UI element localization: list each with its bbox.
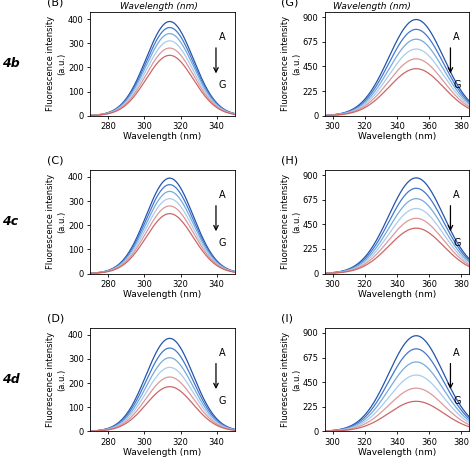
- X-axis label: Wavelength (nm): Wavelength (nm): [123, 290, 201, 299]
- Text: (D): (D): [46, 313, 64, 323]
- X-axis label: Wavelength (nm): Wavelength (nm): [358, 290, 436, 299]
- Text: A: A: [219, 32, 226, 42]
- Y-axis label: Fluorescence intensity
(a.u.): Fluorescence intensity (a.u.): [46, 332, 66, 427]
- Text: G: G: [453, 238, 461, 248]
- X-axis label: Wavelength (nm): Wavelength (nm): [123, 448, 201, 457]
- Text: (B): (B): [46, 0, 63, 8]
- Text: (C): (C): [46, 155, 63, 165]
- Text: G: G: [453, 81, 461, 91]
- Y-axis label: Fluorescence intensity
(a.u.): Fluorescence intensity (a.u.): [281, 16, 301, 111]
- Text: Wavelength (nm): Wavelength (nm): [333, 2, 411, 11]
- Text: A: A: [453, 347, 460, 357]
- Y-axis label: Fluorescence intensity
(a.u.): Fluorescence intensity (a.u.): [281, 174, 301, 269]
- X-axis label: Wavelength (nm): Wavelength (nm): [123, 132, 201, 141]
- Text: 4d: 4d: [2, 373, 20, 386]
- Text: 4b: 4b: [2, 57, 20, 70]
- Text: (H): (H): [281, 155, 298, 165]
- Text: (I): (I): [281, 313, 293, 323]
- Text: A: A: [219, 190, 226, 200]
- Text: Wavelength (nm): Wavelength (nm): [120, 2, 198, 11]
- Y-axis label: Fluorescence intensity
(a.u.): Fluorescence intensity (a.u.): [46, 174, 66, 269]
- Text: A: A: [219, 347, 226, 357]
- Text: A: A: [453, 32, 460, 42]
- Text: G: G: [219, 81, 227, 91]
- Y-axis label: Fluorescence intensity
(a.u.): Fluorescence intensity (a.u.): [281, 332, 301, 427]
- Text: G: G: [453, 396, 461, 406]
- Text: G: G: [219, 396, 227, 406]
- Text: A: A: [453, 190, 460, 200]
- X-axis label: Wavelength (nm): Wavelength (nm): [358, 448, 436, 457]
- Text: 4c: 4c: [2, 215, 18, 228]
- X-axis label: Wavelength (nm): Wavelength (nm): [358, 132, 436, 141]
- Text: (G): (G): [281, 0, 299, 8]
- Y-axis label: Fluorescence intensity
(a.u.): Fluorescence intensity (a.u.): [46, 16, 66, 111]
- Text: G: G: [219, 238, 227, 248]
